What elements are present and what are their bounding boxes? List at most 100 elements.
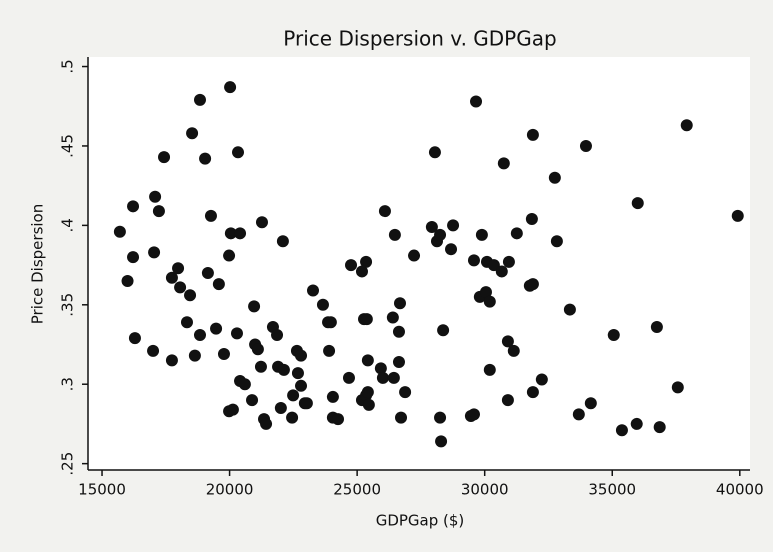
point [332,413,345,426]
point [295,379,308,392]
point [316,298,329,311]
point [174,281,187,294]
point [479,286,492,299]
point [483,363,496,376]
point [260,417,273,430]
point [127,200,140,213]
point [435,435,448,448]
point [501,394,514,407]
point [274,402,287,415]
point [507,344,520,357]
point [434,228,447,241]
point [201,267,214,280]
point [483,295,496,308]
point [563,303,576,316]
point [497,157,510,170]
point [287,389,300,402]
point [152,205,165,218]
y-tick-label: .35 [59,293,77,317]
point [550,235,563,248]
point [502,255,515,268]
point [399,386,412,399]
point [307,284,320,297]
point [572,408,585,421]
point [238,378,251,391]
point [286,411,299,424]
point [149,190,162,203]
point [361,386,374,399]
point [731,209,744,222]
point [113,225,126,238]
point [326,390,339,403]
point [447,219,460,232]
point [650,321,663,334]
point [165,354,178,367]
point [408,249,421,262]
point [186,127,199,140]
point [374,362,387,375]
point [361,354,374,367]
point [255,216,268,229]
point [387,371,400,384]
point [393,297,406,310]
point [204,209,217,222]
point [193,93,206,106]
point [276,235,289,248]
point [630,417,643,430]
y-tick-label: .5 [59,59,77,73]
point [180,316,193,329]
y-tick-label: .3 [59,377,77,391]
point [226,403,239,416]
y-axis-label: Price Dispersion [29,204,47,324]
point [392,325,405,338]
point [158,151,171,164]
point [271,328,284,341]
point [212,278,225,291]
point [475,228,488,241]
point [584,397,597,410]
point [172,262,185,275]
x-tick-label: 25000 [333,481,381,499]
point [230,327,243,340]
y-tick-label: .25 [59,452,77,476]
point [246,394,259,407]
point [526,128,539,141]
point [121,274,134,287]
x-tick-label: 35000 [588,481,636,499]
point [254,360,267,373]
point [526,386,539,399]
point [210,322,223,335]
x-tick-label: 30000 [461,481,509,499]
point [291,367,304,380]
x-axis-label: GDPGap ($) [376,512,465,530]
point [248,300,261,313]
point [579,139,592,152]
point [615,424,628,437]
x-tick-label: 15000 [78,481,126,499]
point [360,313,373,326]
point [342,371,355,384]
point [324,316,337,329]
point [653,421,666,434]
point [147,344,160,357]
point [128,332,141,345]
point [467,408,480,421]
point [535,373,548,386]
point [437,324,450,337]
point [631,197,644,210]
point [445,243,458,256]
point [428,146,441,159]
point [548,171,561,184]
point [234,227,247,240]
point [526,278,539,291]
point [184,289,197,302]
point [607,328,620,341]
plot-area [88,57,750,470]
x-tick-label: 40000 [716,481,764,499]
point [295,349,308,362]
point [232,146,245,159]
point [434,411,447,424]
point [199,152,212,165]
